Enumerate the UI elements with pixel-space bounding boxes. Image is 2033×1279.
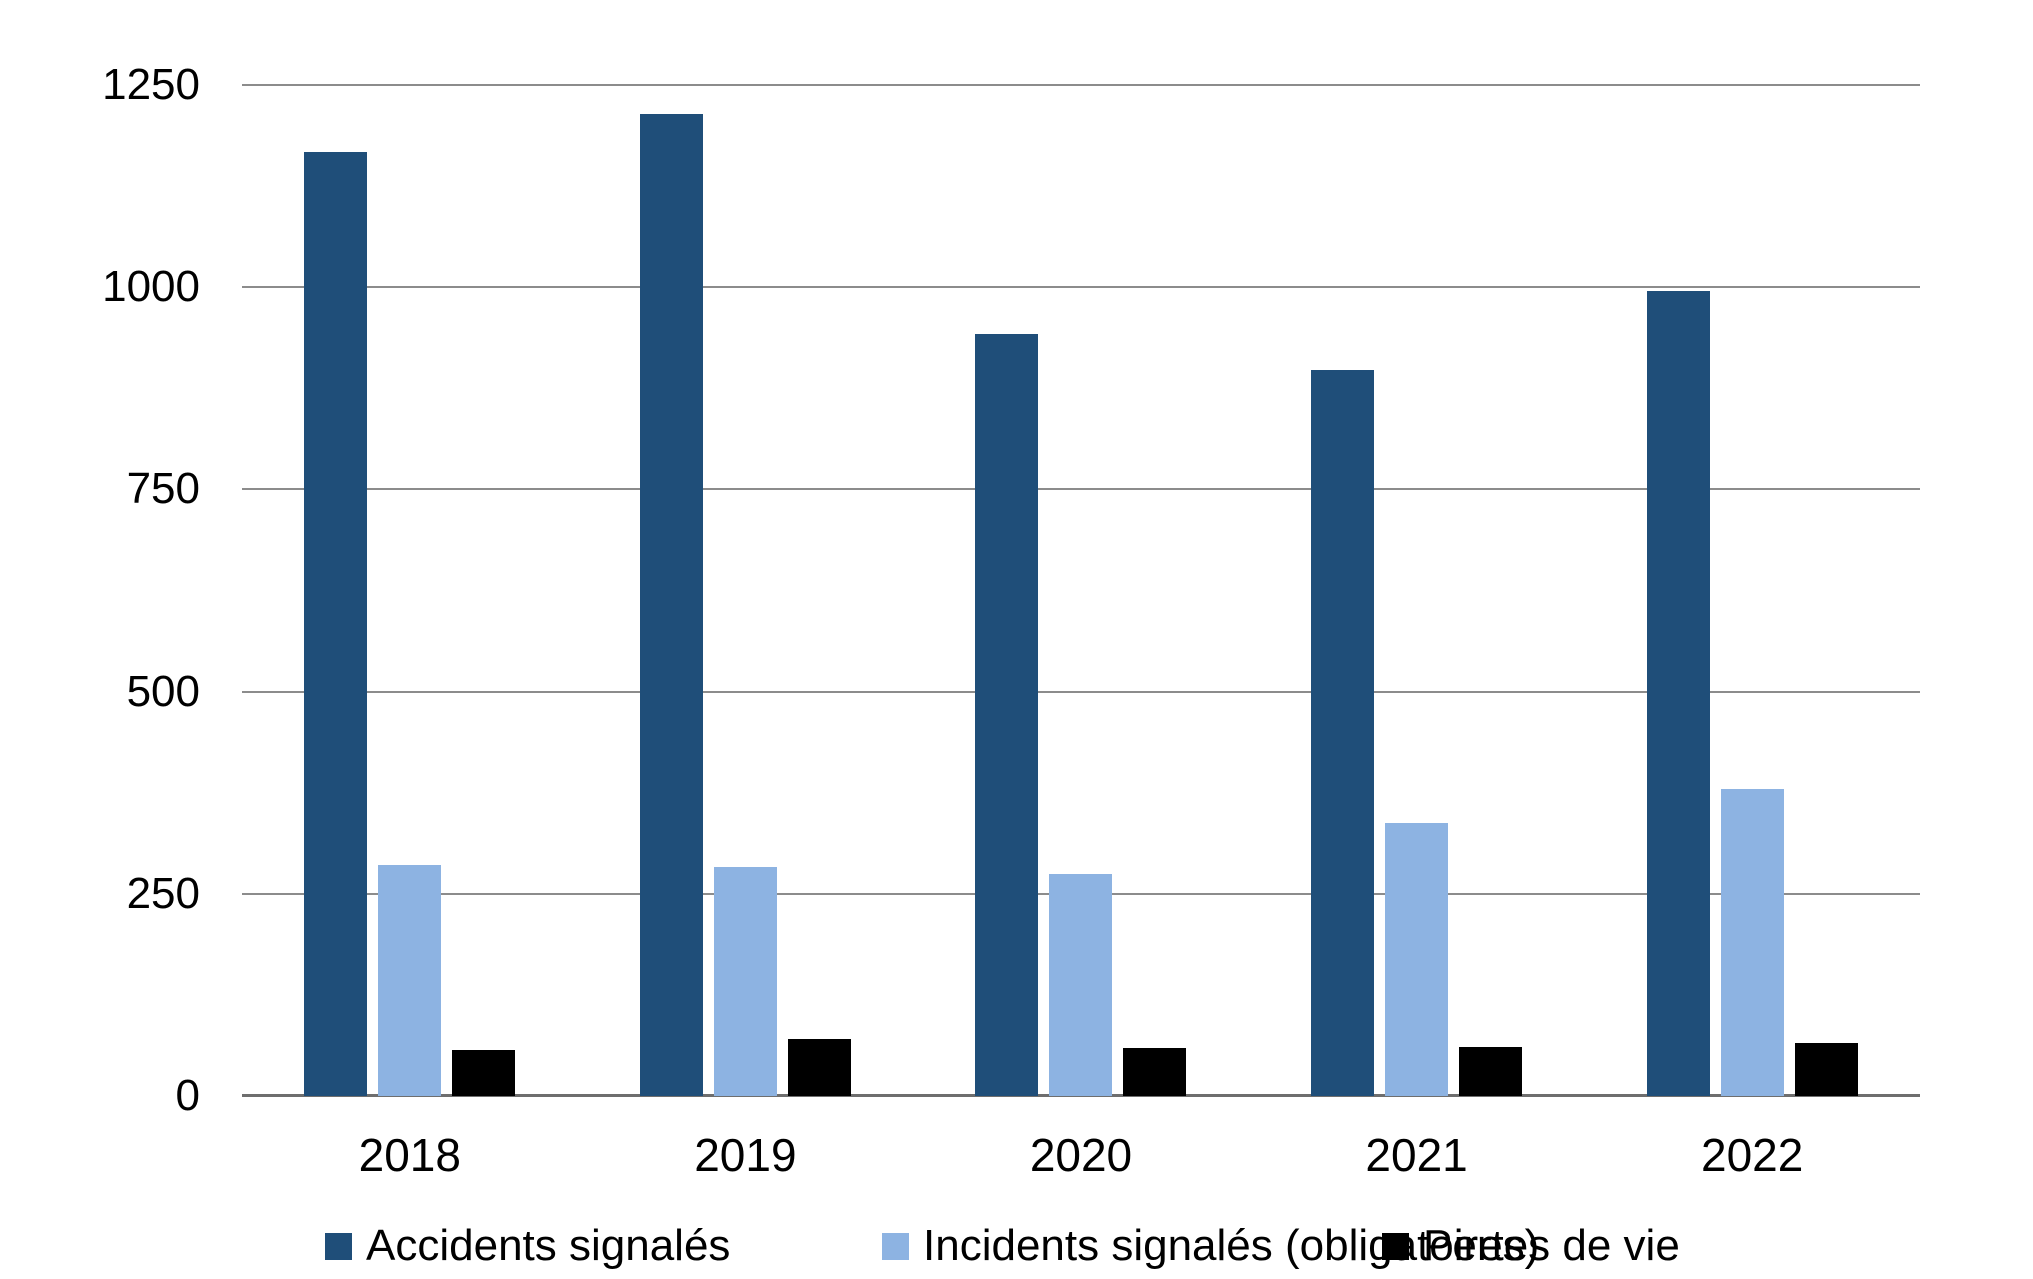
legend-item: Accidents signalés (325, 1222, 730, 1270)
bar (787, 1038, 851, 1096)
gridline (242, 286, 1920, 289)
bar (1720, 788, 1784, 1096)
bar (1459, 1047, 1523, 1096)
bar (1385, 822, 1449, 1096)
y-tick-label: 750 (126, 464, 200, 514)
legend-label-fatalities: Pertes de vie (1423, 1221, 1680, 1270)
bar-group-2022 (1584, 85, 1920, 1096)
bar (378, 864, 442, 1096)
x-tick-label: 2020 (1029, 1129, 1133, 1181)
legend-label-accidents: Accidents signalés (366, 1221, 731, 1270)
bar-group-2020 (913, 85, 1249, 1096)
x-tick-label: 2018 (358, 1129, 461, 1181)
bar (304, 152, 368, 1096)
plot-area (242, 84, 1920, 1097)
bar (1794, 1042, 1858, 1096)
legend-swatch-fatalities (1382, 1232, 1409, 1260)
y-tick-label: 500 (126, 666, 200, 716)
bar (1123, 1048, 1187, 1096)
x-tick-label: 2021 (1365, 1129, 1468, 1181)
bar (975, 334, 1039, 1096)
y-tick-label: 1000 (102, 262, 200, 312)
legend-item: Incidents signalés (obligatoires) (882, 1222, 1539, 1270)
bar-group-2021 (1249, 85, 1585, 1096)
y-tick-label: 0 (175, 1071, 200, 1120)
legend-item: Pertes de vie (1382, 1222, 1680, 1270)
legend-swatch-accidents (325, 1232, 352, 1260)
bar-group-2019 (578, 85, 914, 1096)
y-tick-label: 250 (126, 868, 200, 918)
gridline (242, 84, 1920, 86)
bar (452, 1049, 516, 1096)
gridline (242, 690, 1920, 693)
bar (639, 114, 703, 1096)
bar-group-2018 (242, 85, 578, 1096)
bar (1311, 369, 1375, 1096)
bar (1646, 291, 1710, 1096)
bar (713, 867, 777, 1096)
x-tick-label: 2019 (694, 1129, 797, 1181)
y-tick-label: 1250 (102, 60, 200, 109)
x-tick-label: 2022 (1701, 1129, 1804, 1181)
legend-label-incidents: Incidents signalés (obligatoires) (923, 1221, 1540, 1270)
gridline (242, 488, 1920, 491)
bar (1049, 874, 1113, 1096)
legend-swatch-incidents (882, 1232, 909, 1260)
